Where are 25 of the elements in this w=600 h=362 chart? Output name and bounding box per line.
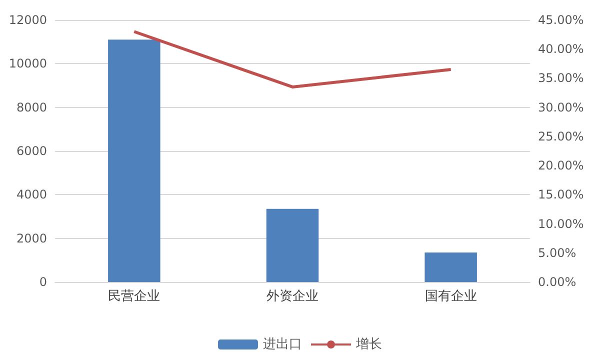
y2-tick-label: 40.00% bbox=[538, 42, 584, 56]
x-tick-label: 外资企业 bbox=[266, 289, 318, 304]
y-tick-label: 12000 bbox=[8, 13, 47, 27]
y2-tick-label: 30.00% bbox=[538, 100, 584, 114]
y2-tick-label: 5.00% bbox=[538, 246, 576, 260]
bar bbox=[266, 208, 319, 282]
y-tick-label: 4000 bbox=[16, 188, 47, 202]
x-tick-label: 国有企业 bbox=[424, 289, 477, 304]
y2-tick-label: 25.00% bbox=[538, 129, 584, 144]
legend-label: 进出口 bbox=[263, 337, 302, 352]
y-tick-label: 8000 bbox=[16, 100, 47, 114]
y-tick-label: 6000 bbox=[16, 144, 47, 158]
y-tick-label: 10000 bbox=[8, 56, 47, 71]
bar bbox=[108, 40, 160, 282]
y2-tick-label: 10.00% bbox=[538, 216, 584, 231]
y2-tick-label: 15.00% bbox=[538, 188, 584, 202]
y-tick-label: 2000 bbox=[16, 231, 47, 246]
x-tick-label: 民营企业 bbox=[108, 289, 160, 304]
y2-tick-label: 0.00% bbox=[538, 275, 576, 289]
y2-tick-label: 45.00% bbox=[538, 13, 584, 27]
bar bbox=[424, 252, 477, 282]
y2-tick-label: 35.00% bbox=[538, 71, 584, 86]
y-tick-label: 0 bbox=[39, 275, 47, 289]
legend-label: 增长 bbox=[355, 337, 382, 352]
y2-tick-label: 20.00% bbox=[538, 158, 584, 173]
